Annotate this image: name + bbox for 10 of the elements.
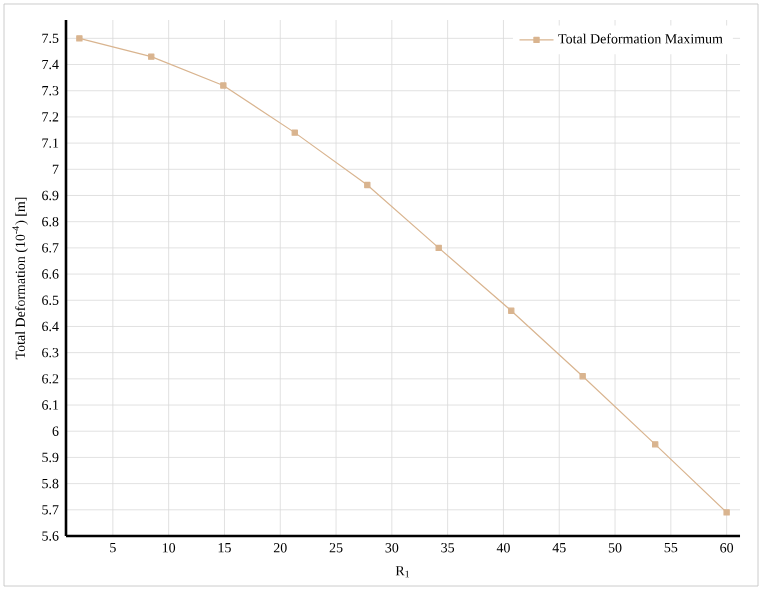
- point: [652, 441, 659, 448]
- point: [291, 129, 298, 136]
- point: [220, 82, 227, 89]
- point: [508, 307, 515, 314]
- point: [723, 509, 730, 516]
- point: [579, 373, 586, 380]
- point: [435, 244, 442, 252]
- point: [76, 35, 83, 42]
- point: [364, 181, 371, 189]
- point: [148, 53, 155, 60]
